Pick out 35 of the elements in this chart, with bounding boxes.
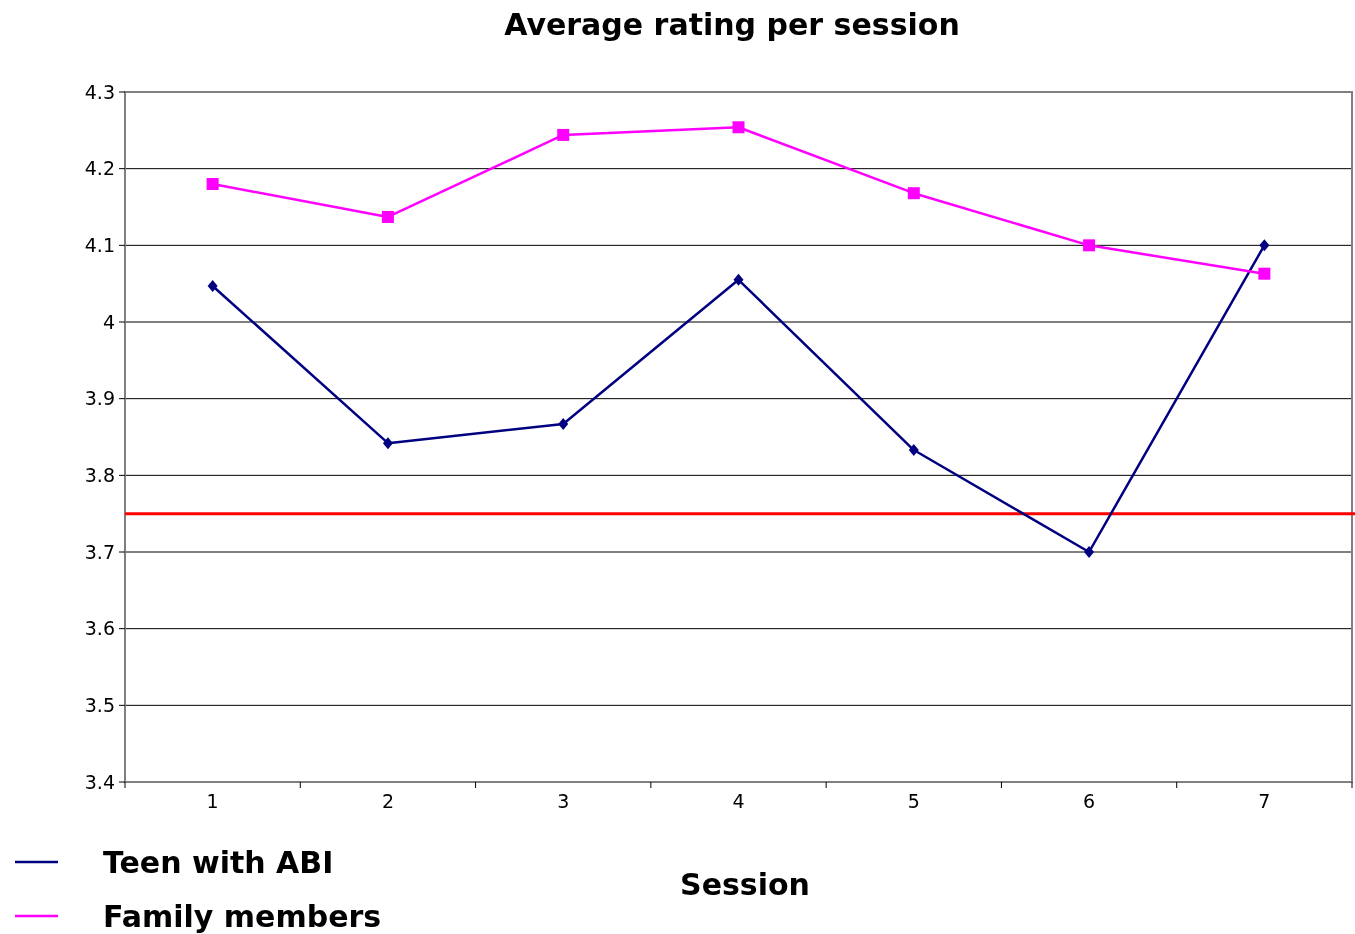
x-tick-label: 7 [1258, 790, 1271, 812]
point [381, 210, 394, 223]
y-tick-label: 4.1 [84, 233, 115, 256]
y-tick-label: 3.6 [84, 617, 115, 640]
y-tick-label: 3.4 [84, 770, 115, 793]
point [382, 437, 393, 450]
point [1258, 267, 1271, 280]
point [557, 128, 570, 141]
x-axis-title: Session [680, 867, 810, 902]
x-tick-label: 2 [381, 790, 394, 812]
point [207, 279, 218, 292]
point [732, 121, 745, 134]
legend-label: Teen with ABI [103, 844, 334, 880]
point [1083, 239, 1096, 252]
y-tick-label: 3.7 [84, 540, 115, 563]
point [206, 178, 219, 190]
x-tick-label: 3 [557, 790, 570, 812]
point [1084, 546, 1095, 558]
y-tick-label: 4.3 [84, 80, 115, 103]
point [733, 273, 744, 286]
point [907, 187, 920, 200]
x-tick-label: 4 [732, 790, 745, 812]
y-tick-label: 4 [102, 310, 115, 333]
point [1259, 239, 1270, 252]
y-tick-label: 4.2 [84, 157, 115, 180]
point [908, 444, 919, 457]
legend-label: Family members [103, 898, 382, 934]
y-tick-label: 3.5 [84, 693, 115, 716]
x-tick-label: 6 [1083, 790, 1096, 812]
x-tick-label: 1 [206, 790, 219, 812]
point [558, 417, 569, 430]
y-tick-label: 3.9 [84, 387, 115, 410]
x-tick-label: 5 [907, 790, 920, 812]
y-tick-label: 3.8 [84, 463, 115, 486]
chart-title: Average rating per session [504, 7, 960, 42]
